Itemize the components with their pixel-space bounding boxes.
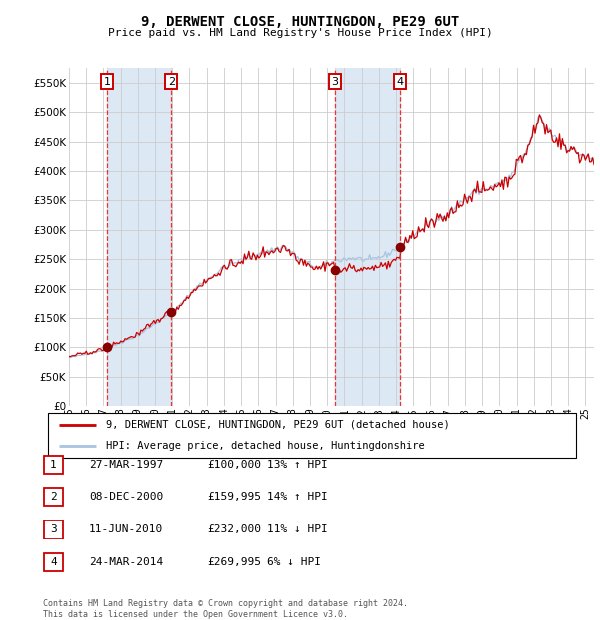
Text: 9, DERWENT CLOSE, HUNTINGDON, PE29 6UT (detached house): 9, DERWENT CLOSE, HUNTINGDON, PE29 6UT (… bbox=[106, 420, 450, 430]
Text: 08-DEC-2000: 08-DEC-2000 bbox=[89, 492, 163, 502]
FancyBboxPatch shape bbox=[44, 520, 63, 539]
Text: 2: 2 bbox=[167, 77, 175, 87]
Text: 14% ↑ HPI: 14% ↑ HPI bbox=[267, 492, 328, 502]
Text: 6% ↓ HPI: 6% ↓ HPI bbox=[267, 557, 321, 567]
FancyBboxPatch shape bbox=[44, 488, 63, 507]
Text: Price paid vs. HM Land Registry's House Price Index (HPI): Price paid vs. HM Land Registry's House … bbox=[107, 28, 493, 38]
Text: 3: 3 bbox=[331, 77, 338, 87]
Text: 24-MAR-2014: 24-MAR-2014 bbox=[89, 557, 163, 567]
Text: 27-MAR-1997: 27-MAR-1997 bbox=[89, 460, 163, 470]
Text: £232,000: £232,000 bbox=[207, 525, 261, 534]
Text: 4: 4 bbox=[50, 557, 57, 567]
Text: 3: 3 bbox=[50, 525, 57, 534]
FancyBboxPatch shape bbox=[44, 456, 63, 474]
Text: Contains HM Land Registry data © Crown copyright and database right 2024.
This d: Contains HM Land Registry data © Crown c… bbox=[43, 600, 408, 619]
Bar bbox=[107, 68, 171, 406]
Text: 1: 1 bbox=[50, 460, 57, 470]
Text: 11-JUN-2010: 11-JUN-2010 bbox=[89, 525, 163, 534]
Text: 9, DERWENT CLOSE, HUNTINGDON, PE29 6UT: 9, DERWENT CLOSE, HUNTINGDON, PE29 6UT bbox=[141, 16, 459, 30]
Text: 13% ↑ HPI: 13% ↑ HPI bbox=[267, 460, 328, 470]
Text: 1: 1 bbox=[104, 77, 111, 87]
Text: £269,995: £269,995 bbox=[207, 557, 261, 567]
FancyBboxPatch shape bbox=[48, 413, 576, 458]
Text: £100,000: £100,000 bbox=[207, 460, 261, 470]
Text: 2: 2 bbox=[50, 492, 57, 502]
Text: 11% ↓ HPI: 11% ↓ HPI bbox=[267, 525, 328, 534]
Text: £159,995: £159,995 bbox=[207, 492, 261, 502]
Text: 4: 4 bbox=[397, 77, 404, 87]
Text: HPI: Average price, detached house, Huntingdonshire: HPI: Average price, detached house, Hunt… bbox=[106, 440, 425, 451]
Bar bbox=[335, 68, 400, 406]
FancyBboxPatch shape bbox=[44, 552, 63, 571]
